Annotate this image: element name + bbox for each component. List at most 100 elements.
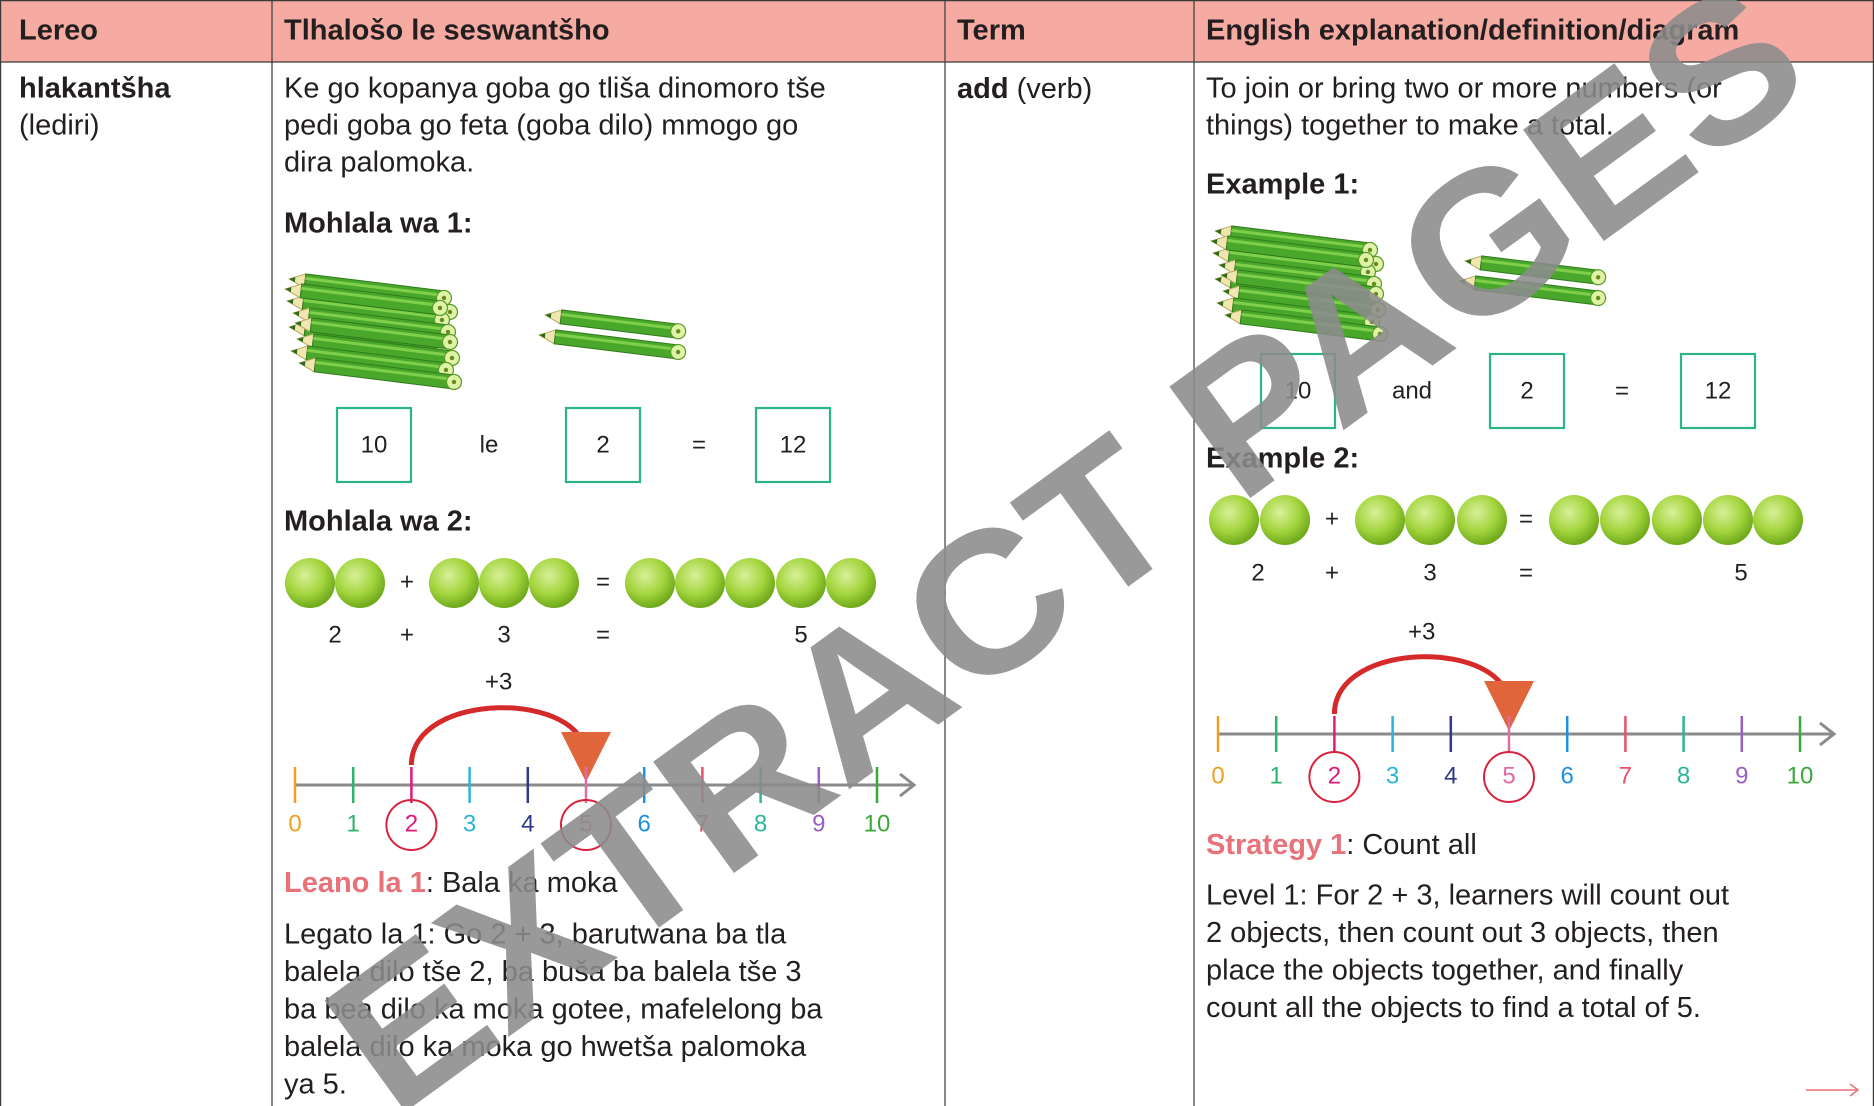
equation-term: 10 xyxy=(1285,377,1312,404)
equation-term: = xyxy=(1615,377,1629,404)
part-of-speech: (lediri) xyxy=(19,110,100,142)
pencil-core xyxy=(447,339,453,345)
answer-circle xyxy=(560,799,612,851)
ball xyxy=(285,558,335,608)
term-word: add xyxy=(957,73,1009,105)
pencil-lead xyxy=(1465,259,1472,265)
pencil-core xyxy=(1369,319,1375,325)
pencil-lead xyxy=(545,313,552,319)
pencil-stripe xyxy=(313,336,453,357)
pencil-stripe xyxy=(305,276,445,297)
ball xyxy=(776,558,826,608)
number-line-label: 4 xyxy=(521,810,534,837)
ball xyxy=(1753,495,1803,545)
ball xyxy=(675,558,725,608)
equation-term: 10 xyxy=(361,431,388,458)
pencil-core xyxy=(1363,257,1369,263)
number-line-arrow xyxy=(899,772,917,798)
pencil-lead xyxy=(1459,279,1466,285)
pencil-core xyxy=(1595,295,1601,301)
sum-term: + xyxy=(400,621,414,648)
equation-term: 12 xyxy=(780,431,807,458)
level-line: Legato la 1: Go 2 + 3, barutwana ba tla xyxy=(284,919,787,951)
pencil xyxy=(1457,275,1607,307)
number-line-label: 0 xyxy=(1211,762,1224,789)
header-cell: English explanation/definition/diagram xyxy=(1206,15,1739,47)
number-line-label: 9 xyxy=(1735,762,1748,789)
ball xyxy=(529,558,579,608)
example-title: Mohlala wa 1: xyxy=(284,208,473,240)
pencil xyxy=(293,317,459,351)
pencil-lead xyxy=(293,311,300,317)
pencil xyxy=(289,345,455,379)
pencil-bundle xyxy=(283,273,463,391)
pencil-lead xyxy=(295,321,302,327)
level-line: count all the objects to find a total of… xyxy=(1206,992,1701,1024)
pencil-pair xyxy=(537,309,687,361)
sum-term: 5 xyxy=(1734,559,1747,586)
strategy-text: : Bala ka moka xyxy=(426,867,619,899)
jump-arc xyxy=(1331,654,1534,731)
pencil-core xyxy=(675,349,681,355)
pencil-stripe xyxy=(303,298,443,319)
sum-term: 3 xyxy=(1423,559,1436,586)
pencil-stripe xyxy=(1227,238,1367,259)
pencil xyxy=(1215,297,1381,331)
pencil-lead xyxy=(287,299,294,305)
pencil-stripe xyxy=(561,312,679,331)
pencil xyxy=(1209,235,1375,269)
pencil-stripe xyxy=(1233,300,1373,321)
strategy-label: Strategy 1 xyxy=(1206,829,1346,861)
number-line-label: 4 xyxy=(1444,762,1457,789)
strategy: Leano la 1: Bala ka moka xyxy=(284,867,619,899)
pencil-lead xyxy=(285,287,292,293)
pencil-stripe xyxy=(1481,258,1599,277)
pencil xyxy=(295,333,461,367)
number-line-label: 7 xyxy=(1619,762,1632,789)
pencil-core xyxy=(441,295,447,301)
pencil-core xyxy=(443,367,449,373)
pencil xyxy=(1219,269,1385,303)
number-box xyxy=(335,406,413,484)
ball xyxy=(479,558,529,608)
number-line-label: 10 xyxy=(1787,762,1814,789)
pencil-core xyxy=(445,329,451,335)
ball xyxy=(1355,495,1405,545)
pencil-stripe xyxy=(311,320,451,341)
number-line-arrow xyxy=(1819,721,1837,747)
number-line-label: 3 xyxy=(1386,762,1399,789)
content: Lereo Tlhalošo le seswantšho Term English e… xyxy=(19,15,1860,1101)
pencil-lead xyxy=(1217,301,1224,307)
pencil-core xyxy=(1375,307,1381,313)
pencil-core xyxy=(437,305,443,311)
strategy-label: Leano la 1 xyxy=(284,867,426,899)
pencil-lead xyxy=(1223,289,1230,295)
equation-term: 2 xyxy=(596,431,609,458)
ball xyxy=(335,558,385,608)
pencil-lead xyxy=(1221,273,1228,279)
pencil-pair xyxy=(1457,255,1607,307)
number-box xyxy=(564,406,642,484)
pencil-lead xyxy=(289,325,296,331)
ball xyxy=(1652,495,1702,545)
header-cell: Lereo xyxy=(19,15,98,47)
pencil-core xyxy=(1373,261,1379,267)
strategy-text: : Count all xyxy=(1346,829,1477,861)
number-line-label: 7 xyxy=(696,810,709,837)
ball xyxy=(1457,495,1507,545)
number-box xyxy=(754,406,832,484)
example-title: Example 1: xyxy=(1206,169,1359,201)
pencil-lead xyxy=(1211,239,1218,245)
pencil xyxy=(297,357,463,391)
pencil-lead xyxy=(1215,277,1222,283)
pencil-core xyxy=(451,379,457,385)
number-line-label: 5 xyxy=(1502,762,1515,789)
equation-term: 2 xyxy=(1520,377,1533,404)
sum-term: 2 xyxy=(1251,559,1264,586)
header-cell: Tlhalošo le seswantšho xyxy=(284,15,610,47)
ball xyxy=(1209,495,1259,545)
level-line: balela dilo ka moka go hwetša palomoka xyxy=(284,1031,807,1063)
